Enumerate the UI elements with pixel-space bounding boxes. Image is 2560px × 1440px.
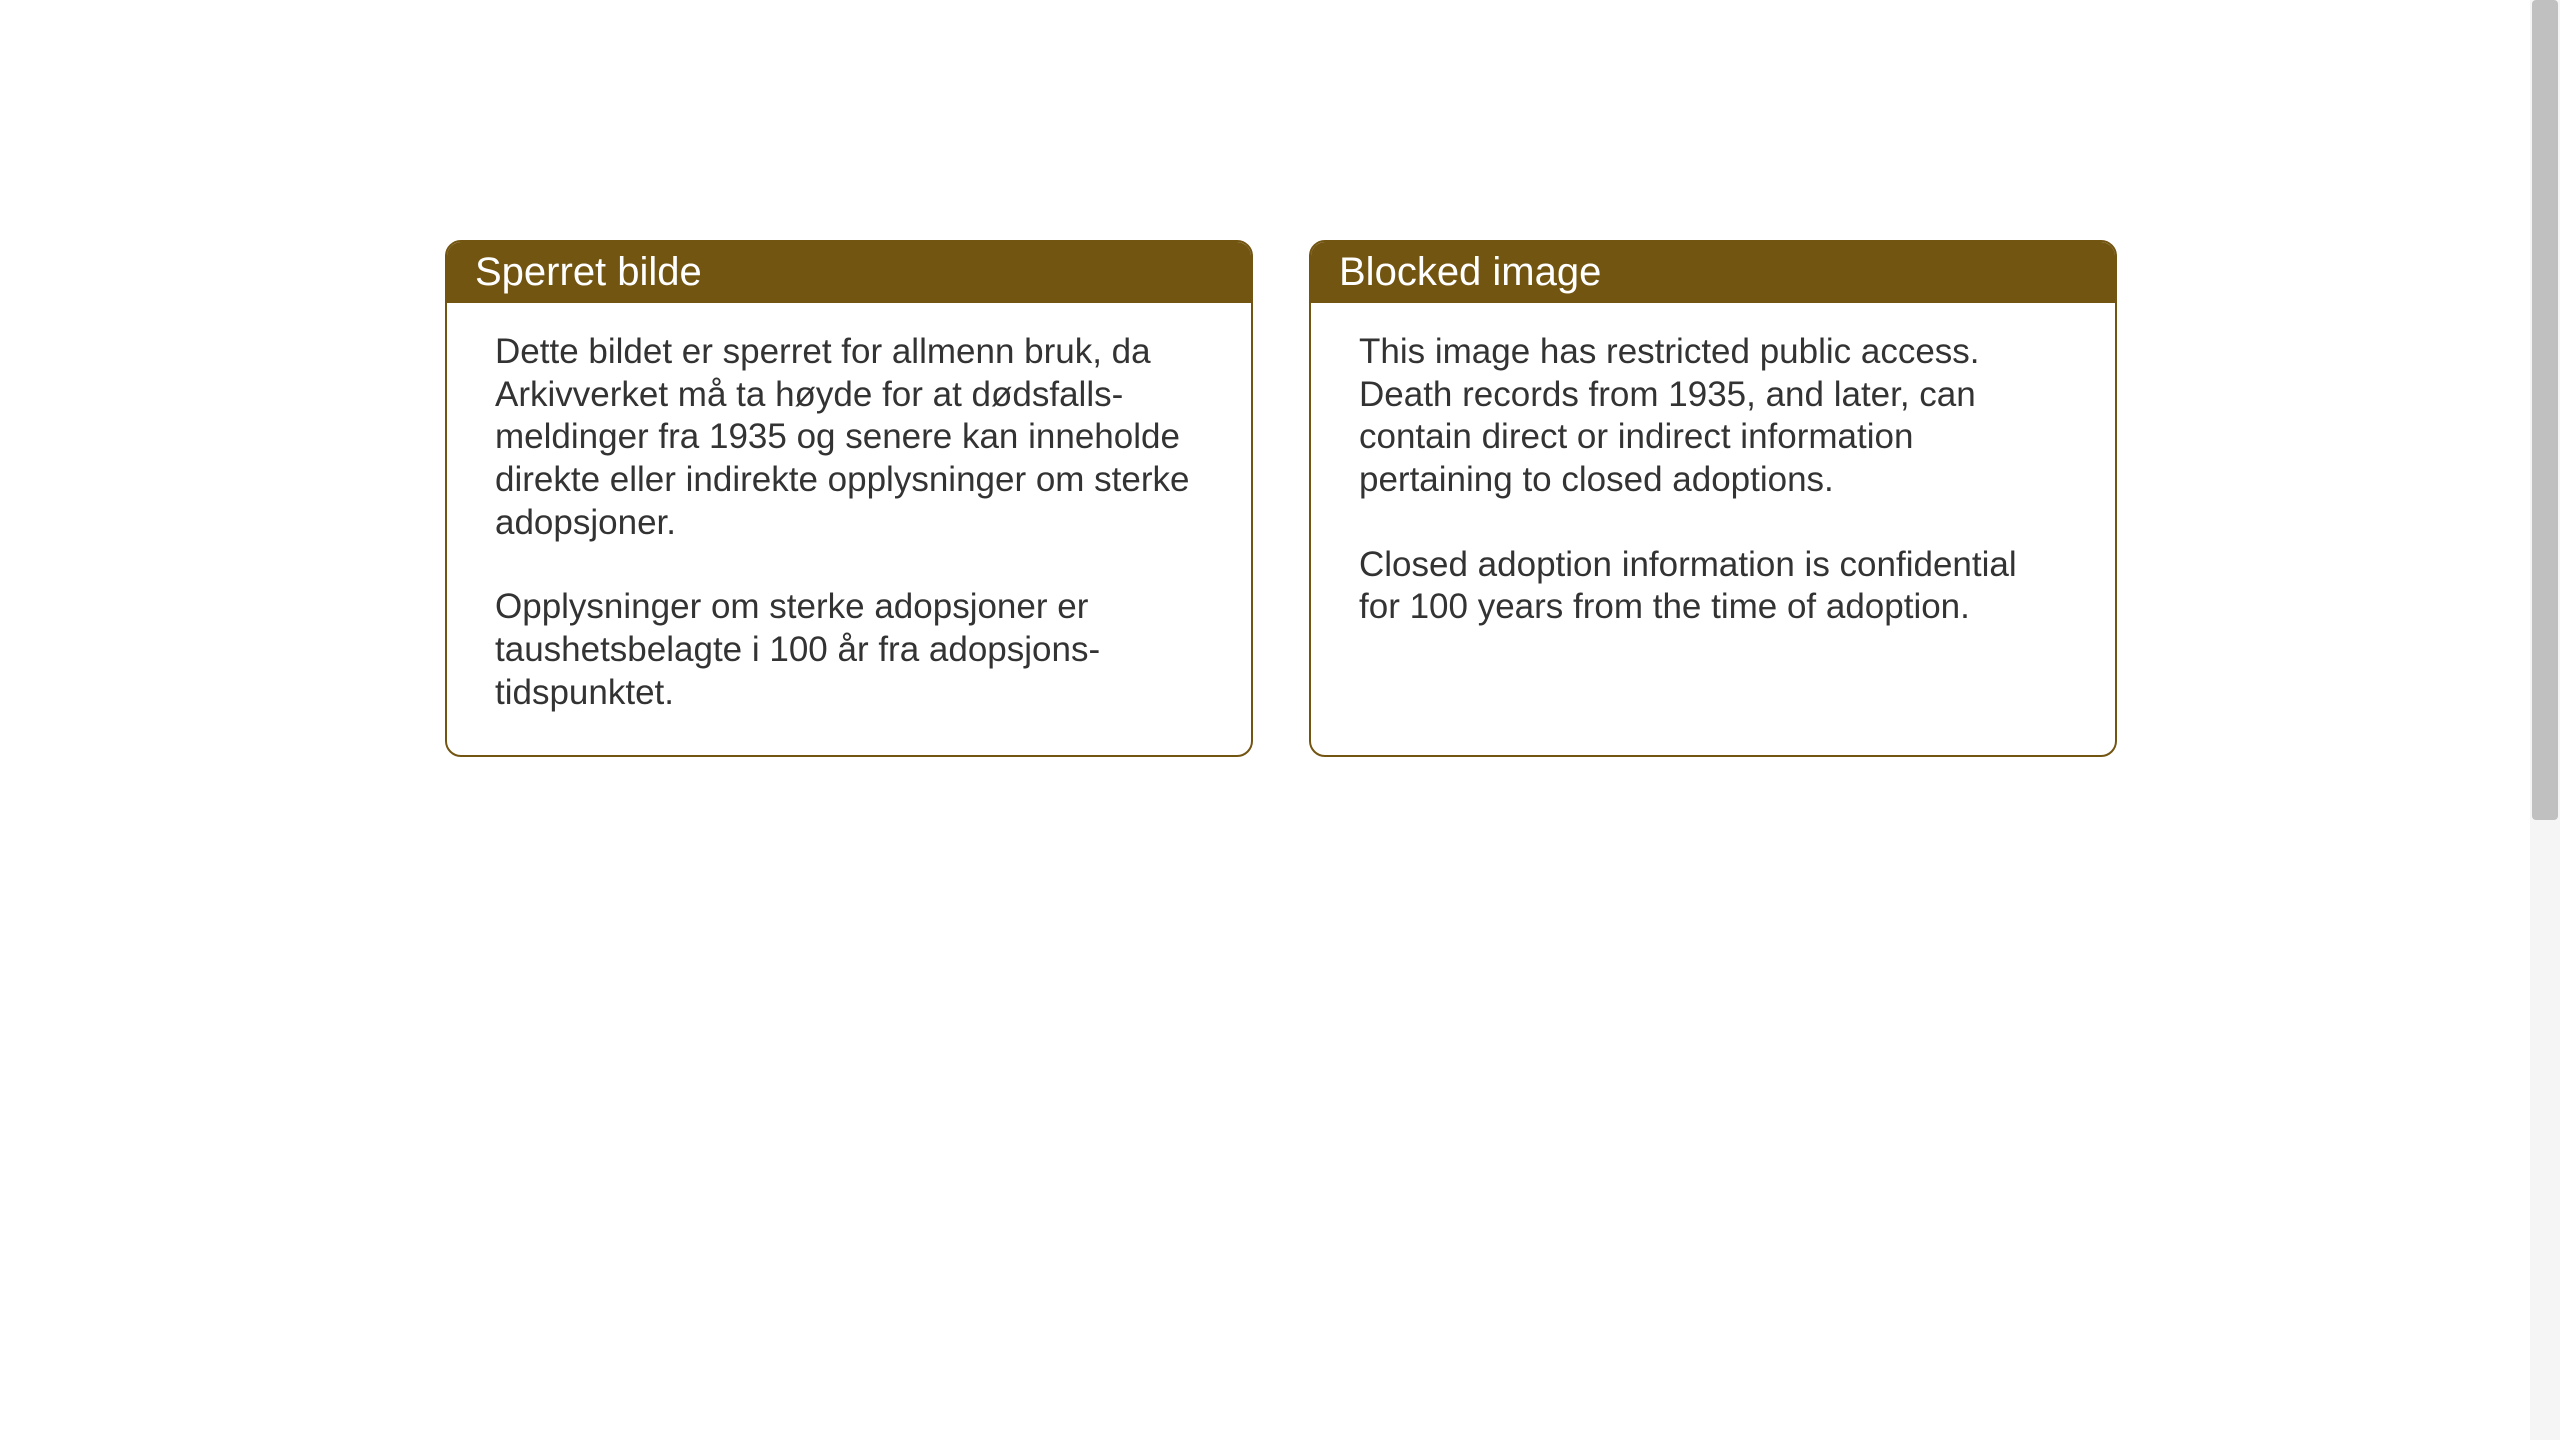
paragraph-norwegian-1: Dette bildet er sperret for allmenn bruk… <box>495 331 1203 544</box>
card-body-norwegian: Dette bildet er sperret for allmenn bruk… <box>447 303 1251 755</box>
paragraph-norwegian-2: Opplysninger om sterke adopsjoner er tau… <box>495 586 1203 714</box>
card-title-norwegian: Sperret bilde <box>475 250 702 294</box>
scrollbar-track[interactable] <box>2530 0 2560 1440</box>
card-header-english: Blocked image <box>1311 242 2115 303</box>
paragraph-english-1: This image has restricted public access.… <box>1359 331 2067 502</box>
notice-card-english: Blocked image This image has restricted … <box>1309 240 2117 757</box>
paragraph-english-2: Closed adoption information is confident… <box>1359 544 2067 629</box>
card-body-english: This image has restricted public access.… <box>1311 303 2115 669</box>
card-header-norwegian: Sperret bilde <box>447 242 1251 303</box>
notice-container: Sperret bilde Dette bildet er sperret fo… <box>445 240 2117 757</box>
notice-card-norwegian: Sperret bilde Dette bildet er sperret fo… <box>445 240 1253 757</box>
card-title-english: Blocked image <box>1339 250 1601 294</box>
scrollbar-thumb[interactable] <box>2532 0 2558 820</box>
